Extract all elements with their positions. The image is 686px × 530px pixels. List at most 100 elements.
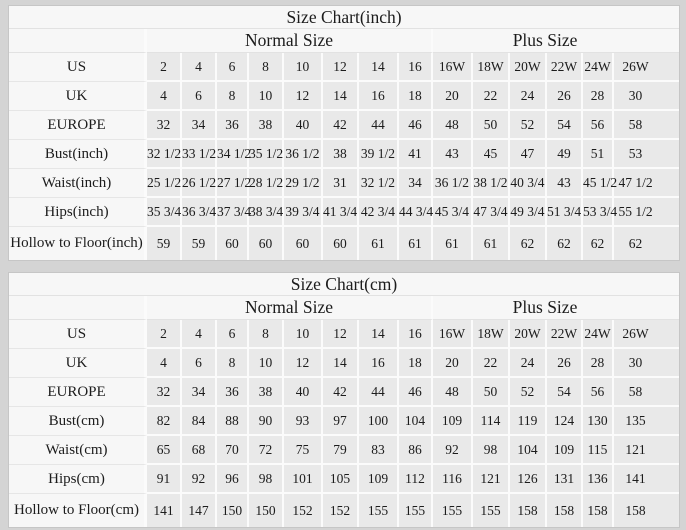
size-value-cell: 92 (182, 465, 217, 494)
size-value-cell: 121 (614, 436, 680, 465)
row-label: US (9, 320, 147, 349)
size-value-cell: 98 (473, 436, 510, 465)
size-value-cell: 51 (583, 140, 614, 169)
size-value-cell: 36 1/2 (433, 169, 473, 198)
size-value-cell: 22 (473, 82, 510, 111)
row-label: Hollow to Floor(cm) (9, 494, 147, 527)
size-value-cell: 25 1/2 (147, 169, 182, 198)
size-value-cell: 141 (147, 494, 182, 527)
size-value-cell: 32 (147, 378, 182, 407)
size-value-cell: 30 (614, 349, 680, 378)
size-value-cell: 53 3/4 (583, 198, 617, 227)
size-value-cell: 101 (284, 465, 323, 494)
size-value-cell: 10 (249, 349, 284, 378)
size-value-cell: 35 1/2 (249, 140, 284, 169)
size-value-cell: 61 (399, 227, 433, 260)
size-value-cell: 70 (217, 436, 249, 465)
size-value-cell: 56 (583, 111, 614, 140)
size-value-cell: 109 (433, 407, 473, 436)
size-value-cell: 115 (583, 436, 614, 465)
size-value-cell: 158 (614, 494, 680, 527)
row-label: Hollow to Floor(inch) (9, 227, 147, 260)
size-value-cell: 2 (147, 320, 182, 349)
size-value-cell: 34 1/2 (217, 140, 251, 169)
size-value-cell: 83 (359, 436, 399, 465)
size-value-cell: 147 (182, 494, 217, 527)
size-value-cell: 45 3/4 (433, 198, 473, 227)
size-value-cell: 34 (182, 378, 217, 407)
size-value-cell: 42 (323, 111, 359, 140)
size-value-cell: 131 (547, 465, 583, 494)
size-value-cell: 59 (182, 227, 217, 260)
size-value-cell: 44 (359, 378, 399, 407)
size-value-cell: 49 3/4 (510, 198, 547, 227)
table-row: Hollow to Floor(inch) 59 59 60 60 60 60 61 61 61 6… (9, 227, 680, 260)
table-row: US 2 4 6 8 10 12 14 16 16W 18W 20W 22W 24W 26W (9, 320, 680, 349)
size-value-cell: 34 (182, 111, 217, 140)
table-row: Bust(inch) 32 1/2 33 1/2 34 1/2 35 1/2 36 1/2… (9, 140, 680, 169)
size-value-cell: 16 (359, 82, 399, 111)
size-value-cell: 14 (323, 349, 359, 378)
size-value-cell: 51 3/4 (547, 198, 583, 227)
size-value-cell: 44 (359, 111, 399, 140)
size-value-cell: 158 (510, 494, 547, 527)
size-chart-cm-table: Size Chart(cm) Normal Size Plus Size US 2… (8, 272, 681, 528)
size-value-cell: 26W (614, 53, 680, 82)
size-value-cell: 109 (359, 465, 399, 494)
size-value-cell: 84 (182, 407, 217, 436)
size-value-cell: 36 1/2 (284, 140, 323, 169)
size-value-cell: 20W (510, 320, 547, 349)
row-label: Waist(inch) (9, 169, 147, 198)
size-value-cell: 97 (323, 407, 359, 436)
size-value-cell: 121 (473, 465, 510, 494)
size-value-cell: 48 (433, 378, 473, 407)
size-value-cell: 40 (284, 378, 323, 407)
size-value-cell: 53 (614, 140, 680, 169)
size-value-cell: 136 (583, 465, 614, 494)
size-value-cell: 62 (614, 227, 680, 260)
size-value-cell: 12 (284, 349, 323, 378)
size-value-cell: 52 (510, 378, 547, 407)
size-value-cell: 155 (359, 494, 399, 527)
size-value-cell: 18 (399, 82, 433, 111)
row-label: US (9, 53, 147, 82)
size-value-cell: 6 (182, 82, 217, 111)
size-value-cell: 10 (284, 53, 323, 82)
size-value-cell: 29 1/2 (284, 169, 323, 198)
size-value-cell: 60 (284, 227, 323, 260)
size-value-cell: 43 (433, 140, 473, 169)
size-value-cell: 82 (147, 407, 182, 436)
size-value-cell: 119 (510, 407, 547, 436)
table-title-row: Size Chart(inch) (9, 6, 680, 29)
size-value-cell: 112 (399, 465, 433, 494)
row-label: Waist(cm) (9, 436, 147, 465)
size-value-cell: 28 (583, 349, 614, 378)
row-label: Hips(cm) (9, 465, 147, 494)
size-value-cell: 45 (473, 140, 510, 169)
size-value-cell: 54 (547, 111, 583, 140)
size-value-cell: 104 (399, 407, 433, 436)
size-value-cell: 16 (359, 349, 399, 378)
size-value-cell: 55 1/2 (614, 198, 680, 227)
row-label: Hips(inch) (9, 198, 147, 227)
size-value-cell: 8 (249, 320, 284, 349)
size-value-cell: 126 (510, 465, 547, 494)
table-row: UK 4 6 8 10 12 14 16 18 20 22 24 26 28 30 (9, 349, 680, 378)
size-value-cell: 54 (547, 378, 583, 407)
group-header-plus-size: Plus Size (433, 29, 680, 53)
size-value-cell: 47 (510, 140, 547, 169)
size-value-cell: 124 (547, 407, 583, 436)
column-group-row: Normal Size Plus Size (9, 29, 680, 53)
size-value-cell: 90 (249, 407, 284, 436)
size-value-cell: 12 (284, 82, 323, 111)
size-value-cell: 65 (147, 436, 182, 465)
size-value-cell: 14 (359, 53, 399, 82)
size-value-cell: 38 1/2 (473, 169, 510, 198)
size-value-cell: 12 (323, 320, 359, 349)
size-value-cell: 24 (510, 349, 547, 378)
size-value-cell: 43 (547, 169, 583, 198)
size-value-cell: 37 3/4 (217, 198, 251, 227)
size-value-cell: 41 (399, 140, 433, 169)
size-value-cell: 10 (284, 320, 323, 349)
